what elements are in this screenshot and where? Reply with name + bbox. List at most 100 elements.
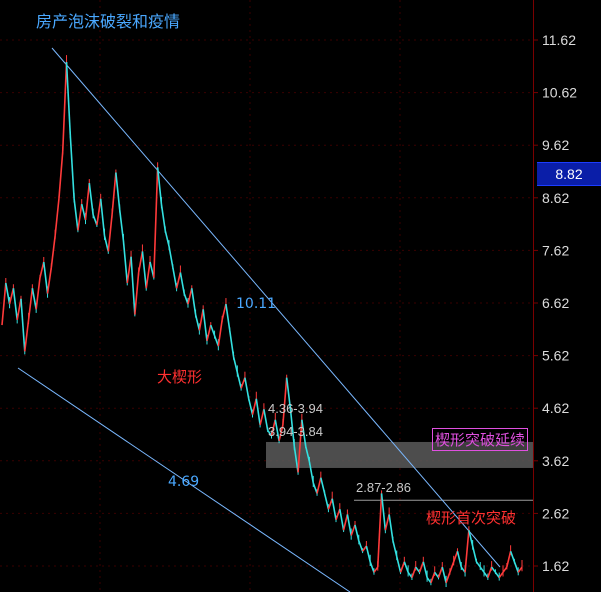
- price-segment: [210, 324, 216, 336]
- y-tick-label: 3.62: [542, 453, 569, 469]
- price-segment: [430, 572, 436, 584]
- first-break-label: 楔形首次突破: [426, 509, 517, 527]
- price-segment: [358, 540, 364, 552]
- y-tick-label: 2.62: [542, 505, 569, 521]
- price-segment: [479, 566, 485, 573]
- price-segment: [130, 256, 136, 315]
- price-segment: [312, 482, 318, 494]
- price-segment: [122, 240, 129, 284]
- price-segment: [198, 309, 204, 331]
- grid: [0, 0, 534, 592]
- lower-trendline-label: 4.69: [168, 474, 200, 490]
- price-segment: [267, 429, 273, 437]
- price-segment: [384, 514, 390, 531]
- price-segment: [172, 267, 178, 289]
- price-segment: [190, 288, 197, 315]
- price-segment: [502, 566, 508, 573]
- upper-trendline-label: 10.11: [236, 296, 277, 312]
- price-series: [1, 55, 523, 588]
- trendlines: [17, 47, 501, 592]
- price-segment: [42, 261, 49, 294]
- price-segment: [509, 551, 516, 563]
- price-segment: [289, 409, 296, 447]
- price-segment: [418, 561, 425, 573]
- y-tick-label: 5.62: [542, 348, 569, 364]
- price-segment: [187, 288, 193, 305]
- price-segment: [517, 566, 523, 573]
- price-segment: [464, 530, 470, 573]
- price-segment: [16, 298, 22, 320]
- price-segment: [156, 167, 163, 205]
- price-segment: [316, 477, 322, 494]
- price-segment: [259, 409, 265, 426]
- price-segment: [487, 566, 493, 578]
- price-segment: [331, 498, 337, 520]
- y-tick-label: 9.62: [542, 137, 569, 153]
- y-tick-label: 4.62: [542, 400, 569, 416]
- price-segment: [426, 577, 432, 584]
- price-segment: [274, 419, 280, 441]
- price-segment: [160, 203, 167, 231]
- chart-title: 房产泡沫破裂和疫情: [36, 12, 181, 31]
- price-segment: [506, 551, 512, 568]
- price-segment: [369, 561, 375, 573]
- price-segment: [445, 572, 451, 584]
- price-segment: [145, 261, 151, 289]
- price-zones: [266, 441, 533, 501]
- price-segment: [301, 419, 307, 447]
- y-tick-label: 10.62: [542, 85, 577, 101]
- price-segment: [134, 272, 140, 315]
- price-segment: [77, 203, 83, 231]
- price-segment: [437, 566, 444, 578]
- price-segment: [240, 377, 246, 389]
- price-segment: [270, 419, 277, 436]
- price-segment: [88, 182, 94, 215]
- price-segment: [46, 267, 53, 294]
- price-segment: [137, 251, 144, 273]
- price-segment: [107, 214, 113, 252]
- price-segment: [228, 330, 235, 357]
- price-segment: [118, 209, 125, 242]
- price-segment: [141, 251, 148, 289]
- current-price-tag: 8.82: [537, 162, 601, 186]
- price-segment: [388, 514, 394, 541]
- price-segment: [103, 235, 110, 252]
- price-segment: [361, 545, 368, 552]
- price-segment: [441, 566, 447, 584]
- price-segment: [92, 214, 98, 226]
- lower-trendline: [17, 367, 351, 592]
- price-segment: [183, 293, 189, 305]
- y-tick-label: 7.62: [542, 242, 569, 258]
- price-segment: [213, 335, 220, 347]
- price-segment: [31, 288, 37, 310]
- price-segment: [263, 409, 269, 431]
- price-segment: [380, 493, 387, 531]
- price-segment: [320, 477, 326, 494]
- price-segment: [468, 530, 474, 547]
- price-segment: [297, 419, 303, 473]
- price-segment: [434, 571, 440, 579]
- price-segment: [422, 561, 428, 578]
- price-segment: [407, 571, 413, 579]
- price-segment: [39, 261, 45, 278]
- price-segment: [304, 445, 311, 463]
- price-segment: [346, 514, 352, 536]
- price-segment: [365, 545, 371, 562]
- price-segment: [494, 571, 500, 579]
- price-segment: [449, 561, 455, 573]
- price-segment: [54, 198, 60, 236]
- price-segment: [23, 319, 30, 352]
- price-segment: [69, 135, 75, 199]
- big-wedge-label: 大楔形: [157, 368, 203, 386]
- price-segment: [232, 356, 239, 373]
- price-segment: [35, 277, 41, 310]
- price-segment: [293, 445, 299, 473]
- upper-trendline: [51, 47, 501, 568]
- price-segment: [475, 561, 481, 568]
- price-segment: [5, 282, 11, 305]
- price-segment: [255, 398, 261, 426]
- price-segment: [456, 551, 463, 568]
- price-segment: [376, 493, 383, 568]
